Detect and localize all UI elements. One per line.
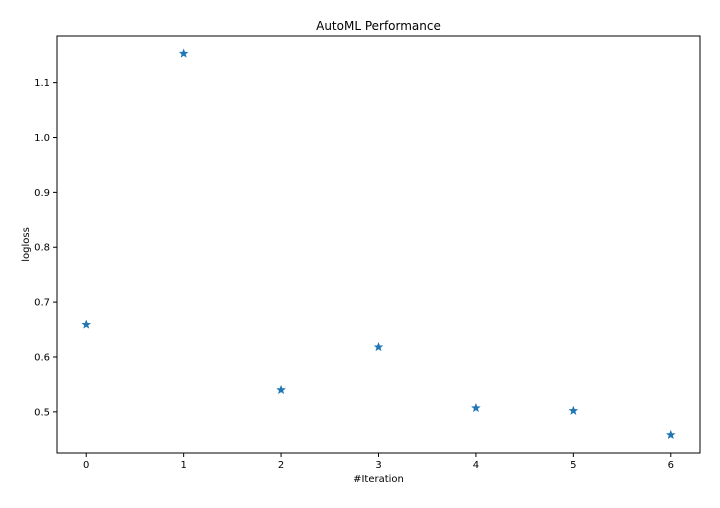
y-tick-label: 0.7	[34, 298, 50, 309]
x-tick-label: 0	[83, 460, 89, 471]
y-tick-label: 1.0	[34, 133, 50, 144]
x-tick-label: 4	[473, 460, 479, 471]
chart-title: AutoML Performance	[316, 19, 441, 33]
y-tick-label: 0.9	[34, 188, 50, 199]
y-tick-label: 0.6	[34, 352, 50, 363]
x-axis-label: #Iteration	[353, 474, 404, 485]
data-point	[178, 48, 189, 58]
data-points	[81, 48, 676, 439]
y-axis-ticks: 0.5 0.6 0.7 0.8 0.9 1.0 1.1	[34, 78, 57, 418]
x-tick-label: 1	[180, 460, 186, 471]
x-axis-ticks: 0 1 2 3 4 5 6	[83, 453, 674, 471]
y-tick-label: 0.5	[34, 407, 50, 418]
data-point	[665, 429, 676, 439]
x-tick-label: 5	[570, 460, 576, 471]
data-point	[568, 405, 579, 415]
y-tick-label: 0.8	[34, 243, 50, 254]
data-point	[276, 384, 286, 394]
x-tick-label: 6	[668, 460, 674, 471]
y-axis-label: logloss	[21, 227, 32, 262]
x-tick-label: 3	[375, 460, 381, 471]
data-point	[81, 319, 92, 329]
data-point	[373, 342, 384, 352]
data-point	[471, 402, 481, 413]
y-tick-label: 1.1	[34, 78, 50, 89]
x-tick-label: 2	[278, 460, 284, 471]
